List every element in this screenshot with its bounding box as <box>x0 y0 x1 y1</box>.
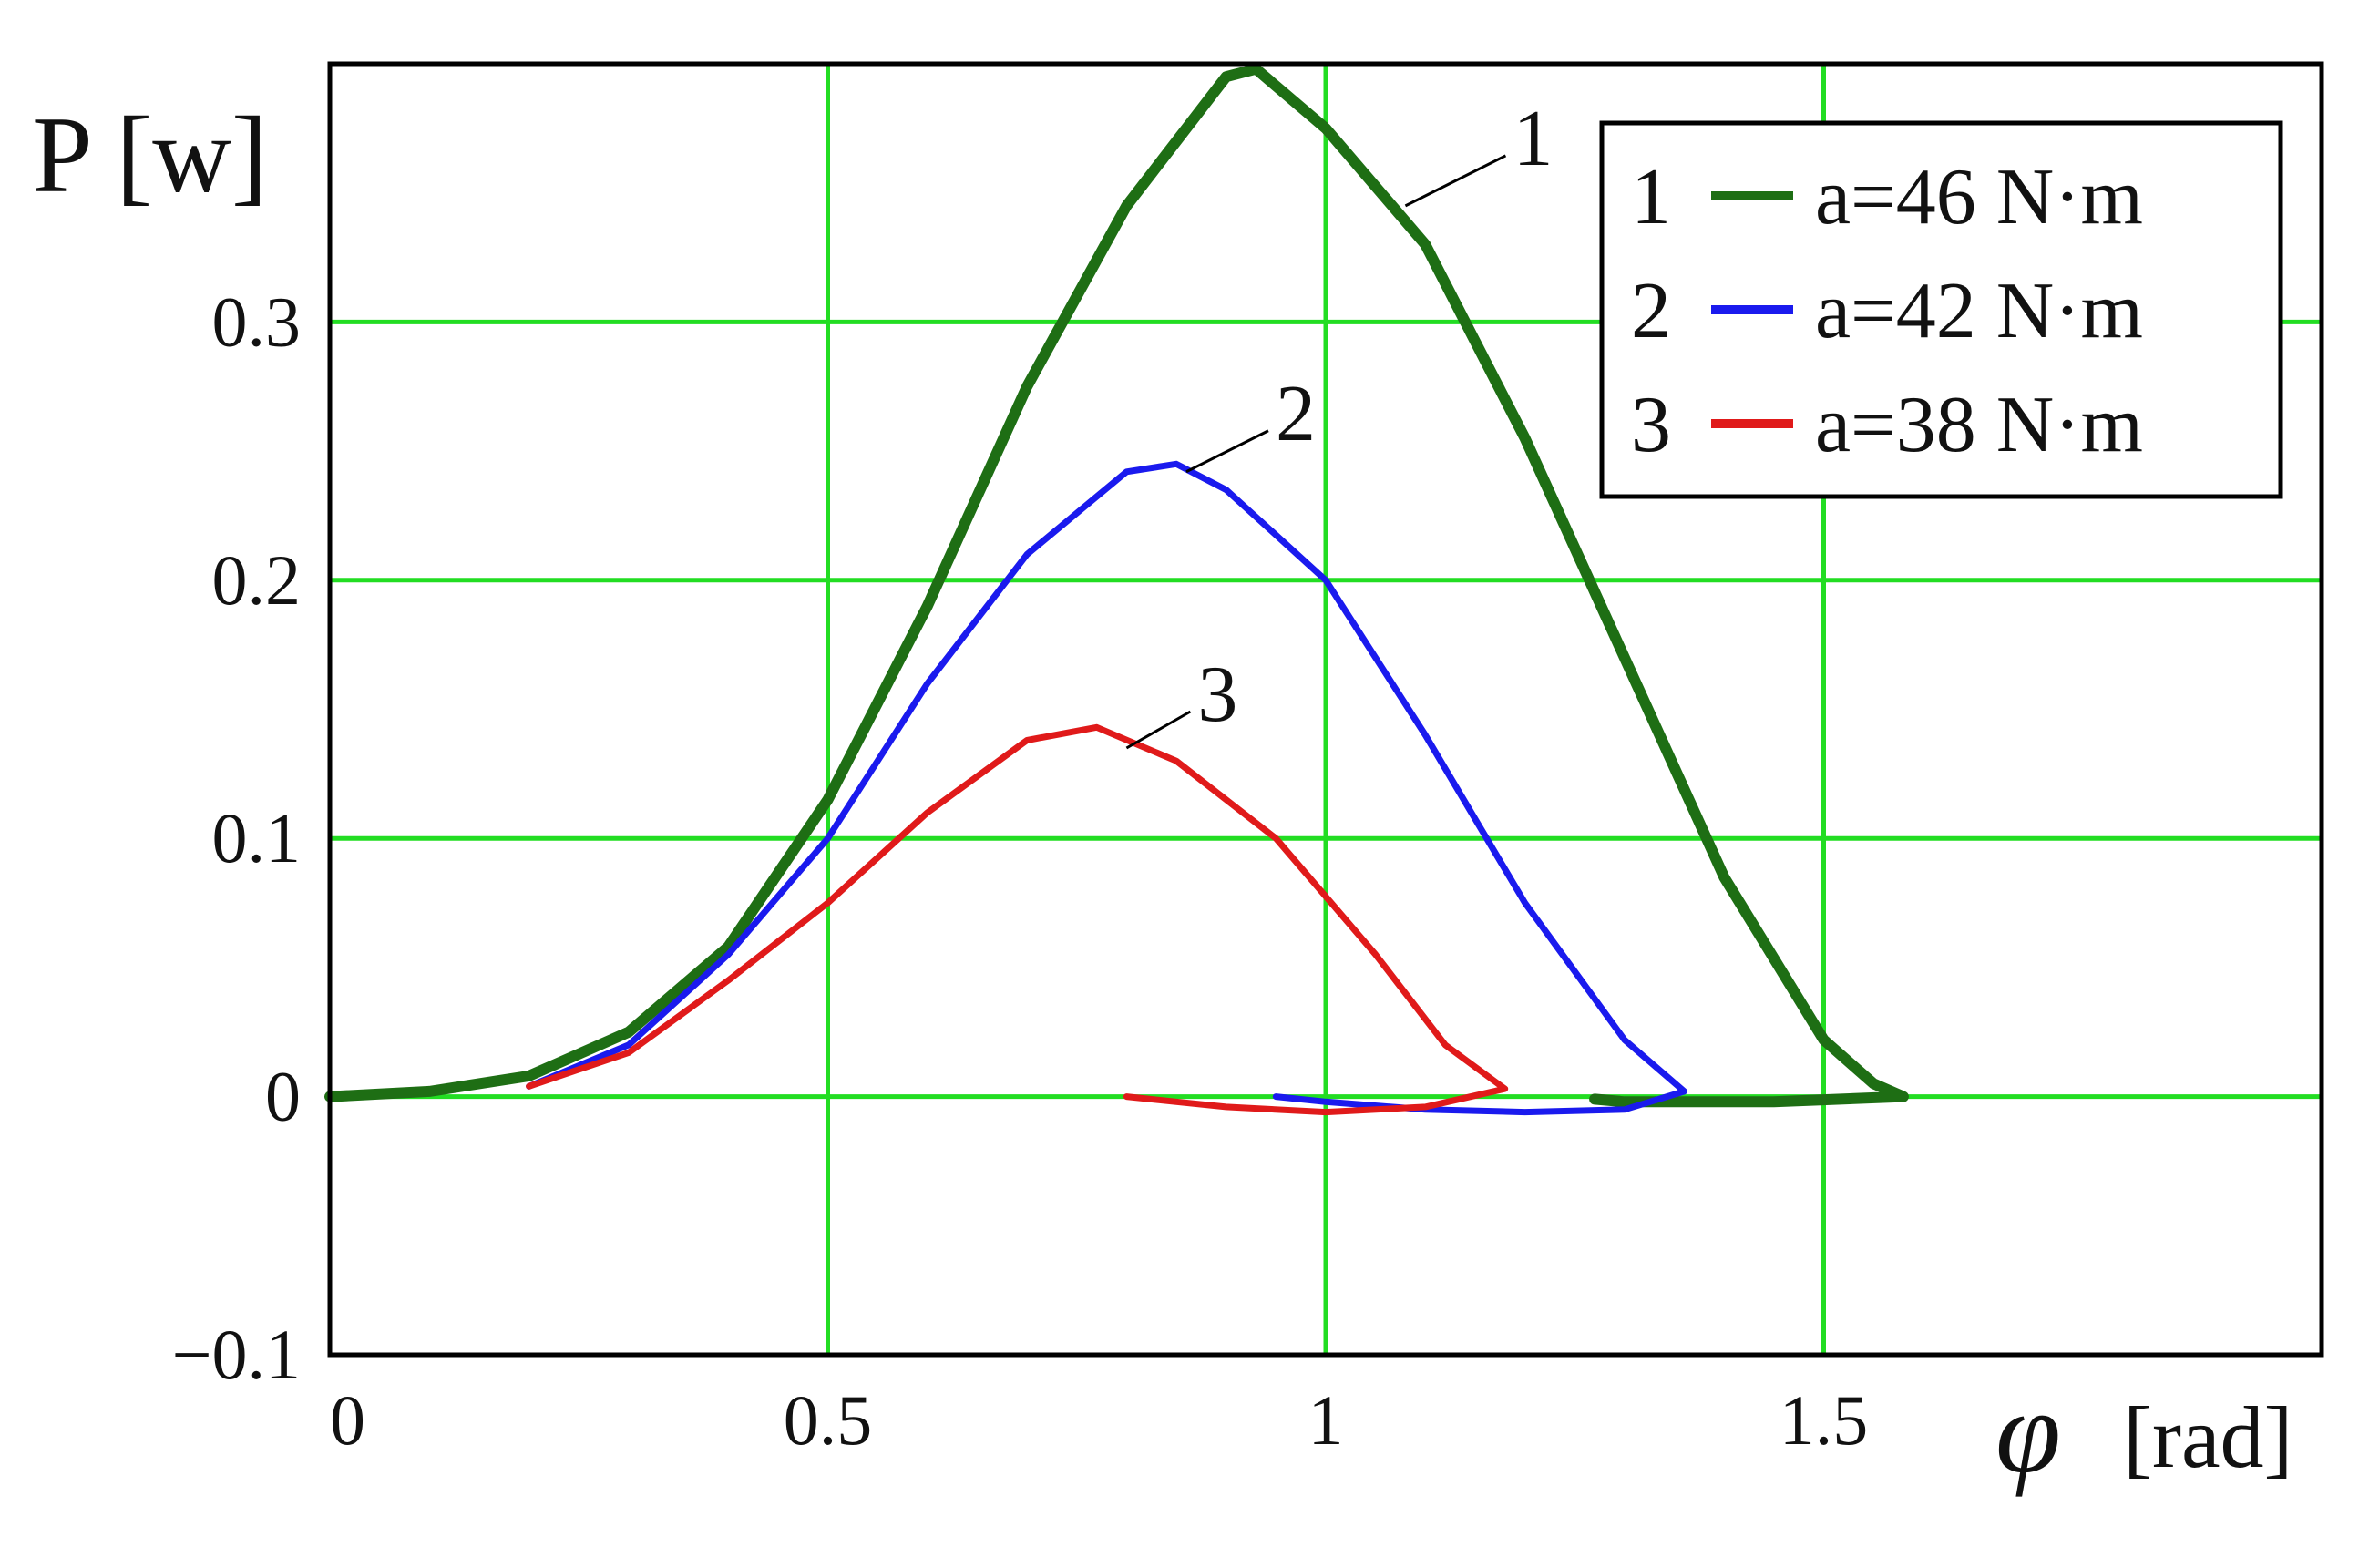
y-tick-label: 0.2 <box>212 540 302 620</box>
series-line-1 <box>324 63 1909 1108</box>
x-axis-unit: [rad] <box>2123 1389 2293 1486</box>
curve-label-3: 3 <box>1197 651 1237 739</box>
x-tick-label: 1.5 <box>1780 1380 1869 1460</box>
curve-label-2: 2 <box>1276 370 1316 458</box>
curve-leader-2 <box>1185 429 1269 474</box>
curve-label-1: 1 <box>1513 95 1553 183</box>
legend-number: 2 <box>1631 267 1671 355</box>
x-tick-labels: 0 0.5 1 1.5 <box>330 1380 1868 1460</box>
y-tick-label: 0.3 <box>212 282 302 361</box>
y-axis-label: P [w] <box>32 94 268 215</box>
x-tick-label: 0 <box>330 1380 365 1460</box>
y-tick-label: 0.1 <box>212 798 302 877</box>
y-tick-label: −0.1 <box>172 1315 302 1394</box>
legend-label: a=42 N·m <box>1815 267 2143 355</box>
curve-leader-3 <box>1125 710 1192 750</box>
series-line-2 <box>526 460 1687 1116</box>
y-tick-label: 0 <box>265 1057 301 1136</box>
curves <box>324 63 1909 1116</box>
curve-leader-1 <box>1404 154 1507 208</box>
x-axis-symbol: φ <box>1995 1367 2061 1498</box>
legend: 1 a=46 N·m 2 a=42 N·m 3 a=38 N·m <box>1599 120 2283 499</box>
y-tick-labels: −0.1 0 0.1 0.2 0.3 <box>172 282 302 1394</box>
curve-labels: 1 2 3 <box>1125 95 1553 750</box>
plot-frame <box>327 61 2324 1358</box>
legend-number: 3 <box>1631 381 1671 469</box>
x-tick-label: 1 <box>1308 1380 1344 1460</box>
legend-label: a=38 N·m <box>1815 381 2143 469</box>
legend-number: 1 <box>1631 153 1671 241</box>
x-tick-label: 0.5 <box>784 1380 873 1460</box>
series-line-3 <box>526 723 1509 1116</box>
legend-label: a=46 N·m <box>1815 153 2143 241</box>
